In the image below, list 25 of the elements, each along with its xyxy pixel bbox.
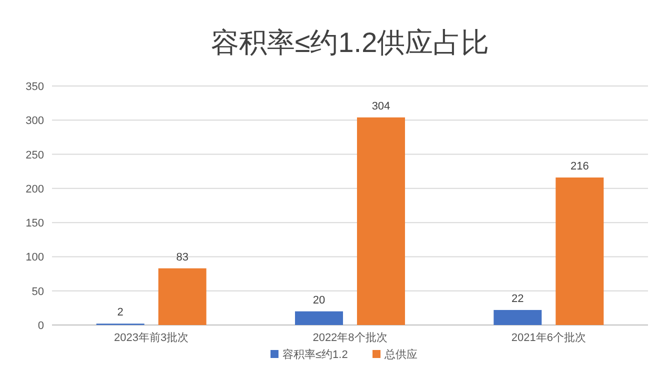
legend-label: 总供应 <box>384 348 418 361</box>
y-tick-label: 250 <box>26 149 44 162</box>
y-tick-label: 200 <box>26 183 44 196</box>
bar <box>556 178 604 325</box>
x-tick-label: 2021年6个批次 <box>511 332 586 344</box>
bar <box>494 310 542 325</box>
bar <box>357 117 405 325</box>
bar <box>158 268 206 325</box>
data-label: 304 <box>372 100 390 112</box>
chart-title: 容积率≤约1.2供应占比 <box>210 27 490 58</box>
x-tick-label: 2022年8个批次 <box>312 332 388 344</box>
x-tick-label: 2023年前3批次 <box>114 332 189 344</box>
data-label: 83 <box>176 251 188 264</box>
data-label: 22 <box>512 292 524 305</box>
y-tick-label: 150 <box>26 218 44 230</box>
bar <box>295 311 343 325</box>
y-tick-label: 100 <box>26 252 44 264</box>
data-label: 216 <box>570 160 589 173</box>
y-tick-label: 350 <box>26 81 44 93</box>
data-label: 20 <box>312 294 326 306</box>
y-tick-label: 50 <box>32 286 44 298</box>
data-label: 2 <box>117 306 124 319</box>
y-tick-label: 0 <box>38 320 44 332</box>
y-tick-label: 300 <box>26 115 44 128</box>
legend-label: 容积率≤约1.2 <box>282 348 348 361</box>
